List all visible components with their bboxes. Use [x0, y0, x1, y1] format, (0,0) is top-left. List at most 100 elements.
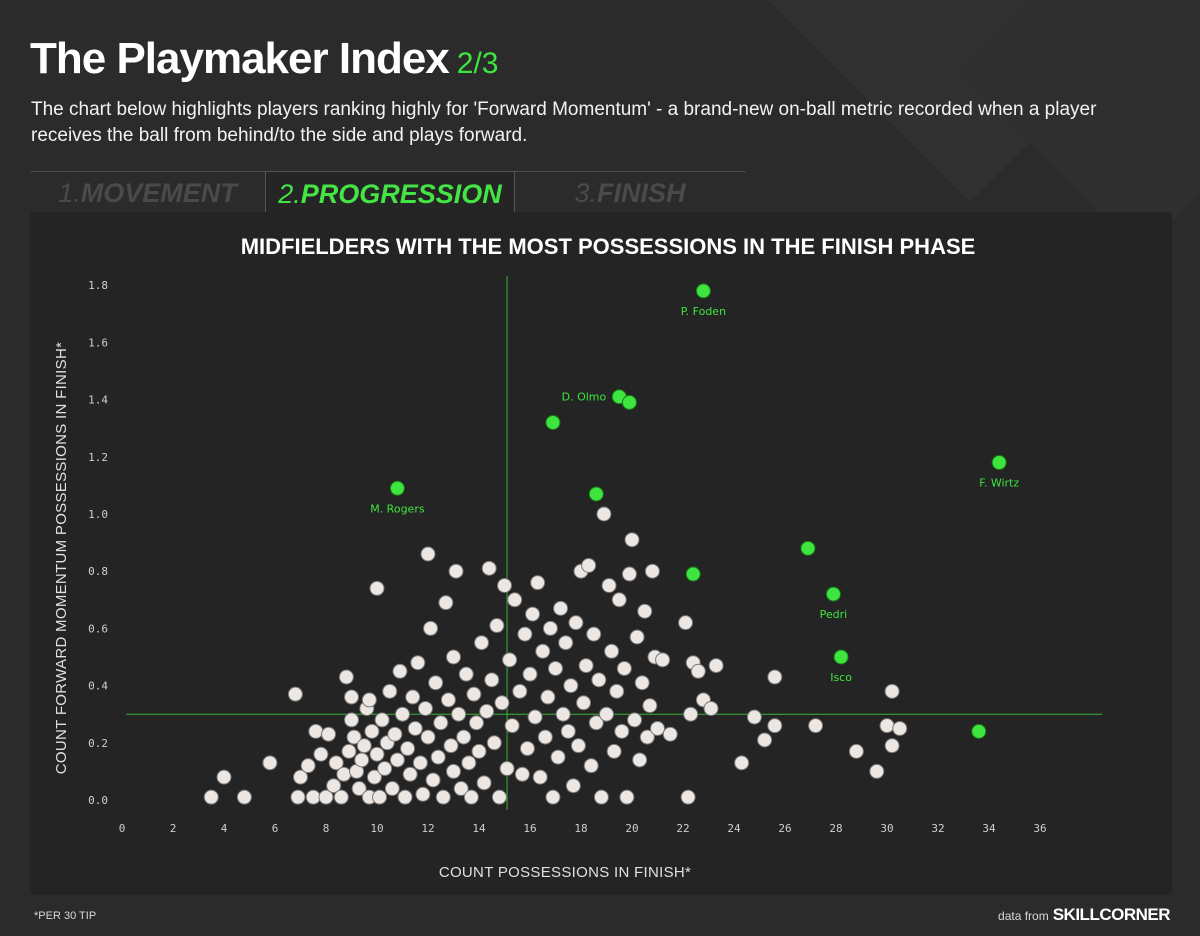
player-point[interactable] — [456, 729, 472, 745]
player-point[interactable] — [377, 761, 393, 777]
player-point[interactable] — [527, 709, 543, 725]
player-point[interactable] — [216, 769, 232, 785]
player-point[interactable] — [446, 763, 461, 779]
player-point[interactable] — [593, 789, 609, 805]
player-point[interactable] — [504, 718, 520, 734]
player-point[interactable] — [632, 752, 648, 768]
player-point[interactable] — [532, 769, 548, 785]
player-point[interactable] — [545, 789, 561, 805]
player-point[interactable] — [565, 778, 581, 794]
player-point[interactable] — [499, 761, 515, 777]
player-point[interactable] — [808, 718, 824, 734]
player-point[interactable] — [642, 698, 658, 714]
player-point[interactable] — [637, 603, 653, 619]
player-point[interactable] — [433, 715, 449, 731]
tab-progression[interactable]: 2.PROGRESSION — [265, 171, 515, 214]
player-point[interactable] — [591, 672, 607, 688]
highlighted-player-point[interactable] — [588, 486, 604, 502]
highlighted-player-point[interactable] — [695, 283, 711, 299]
player-point[interactable] — [354, 752, 370, 768]
player-point[interactable] — [405, 689, 421, 705]
player-point[interactable] — [364, 723, 380, 739]
player-point[interactable] — [535, 643, 551, 659]
player-point[interactable] — [420, 546, 436, 562]
player-point[interactable] — [423, 620, 439, 636]
player-point[interactable] — [351, 781, 367, 797]
player-point[interactable] — [489, 618, 505, 634]
player-point[interactable] — [412, 755, 428, 771]
player-point[interactable] — [382, 683, 398, 699]
highlighted-player-point[interactable] — [800, 540, 816, 556]
player-point[interactable] — [627, 712, 643, 728]
player-point[interactable] — [494, 695, 510, 711]
player-point[interactable] — [650, 721, 665, 736]
player-point[interactable] — [678, 615, 694, 631]
player-point[interactable] — [530, 575, 546, 591]
player-point[interactable] — [601, 578, 617, 593]
player-point[interactable] — [438, 595, 454, 611]
player-point[interactable] — [892, 721, 908, 736]
player-point[interactable] — [369, 580, 385, 596]
player-point[interactable] — [568, 615, 584, 631]
player-point[interactable] — [560, 723, 576, 739]
player-point[interactable] — [262, 755, 278, 771]
highlighted-player-point[interactable] — [991, 455, 1007, 471]
player-point[interactable] — [703, 700, 719, 716]
player-point[interactable] — [884, 683, 900, 699]
player-point[interactable] — [463, 789, 479, 805]
highlighted-player-point[interactable] — [685, 566, 701, 582]
player-point[interactable] — [570, 738, 586, 754]
player-point[interactable] — [708, 658, 724, 674]
player-point[interactable] — [550, 749, 566, 765]
player-point[interactable] — [461, 755, 477, 771]
player-point[interactable] — [514, 766, 530, 782]
player-point[interactable] — [338, 669, 354, 685]
player-point[interactable] — [484, 672, 500, 688]
player-point[interactable] — [586, 626, 602, 642]
player-point[interactable] — [525, 606, 541, 622]
player-point[interactable] — [476, 775, 492, 791]
player-point[interactable] — [486, 735, 502, 751]
player-point[interactable] — [599, 706, 614, 722]
player-point[interactable] — [346, 729, 362, 745]
player-point[interactable] — [326, 778, 342, 794]
player-point[interactable] — [428, 675, 444, 691]
player-point[interactable] — [604, 643, 620, 659]
player-point[interactable] — [548, 660, 563, 676]
player-point[interactable] — [341, 743, 357, 759]
player-point[interactable] — [542, 620, 558, 636]
player-point[interactable] — [451, 706, 467, 722]
player-point[interactable] — [333, 789, 349, 805]
player-point[interactable] — [400, 741, 416, 757]
player-point[interactable] — [305, 789, 321, 805]
player-point[interactable] — [644, 563, 660, 579]
tab-finish[interactable]: 3.FINISH — [520, 171, 740, 213]
player-point[interactable] — [420, 729, 436, 745]
player-point[interactable] — [662, 726, 678, 742]
player-point[interactable] — [517, 626, 533, 642]
player-point[interactable] — [497, 578, 512, 593]
player-point[interactable] — [203, 789, 219, 805]
player-point[interactable] — [563, 678, 579, 694]
tab-movement[interactable]: 1.MOVEMENT — [30, 171, 265, 213]
player-point[interactable] — [578, 658, 594, 674]
highlighted-player-point[interactable] — [545, 414, 561, 430]
player-point[interactable] — [236, 789, 252, 805]
player-point[interactable] — [395, 706, 410, 722]
player-point[interactable] — [683, 706, 699, 722]
player-point[interactable] — [474, 635, 490, 651]
player-point[interactable] — [619, 789, 635, 805]
player-point[interactable] — [435, 789, 451, 805]
player-point[interactable] — [519, 741, 535, 757]
player-point[interactable] — [767, 669, 783, 685]
highlighted-player-point[interactable] — [621, 394, 637, 410]
player-point[interactable] — [609, 683, 625, 699]
player-point[interactable] — [471, 743, 487, 759]
player-point[interactable] — [300, 758, 316, 774]
player-point[interactable] — [290, 789, 306, 805]
player-point[interactable] — [417, 700, 433, 716]
player-point[interactable] — [583, 758, 599, 774]
player-point[interactable] — [491, 789, 507, 805]
player-point[interactable] — [458, 666, 474, 682]
player-point[interactable] — [540, 689, 556, 705]
